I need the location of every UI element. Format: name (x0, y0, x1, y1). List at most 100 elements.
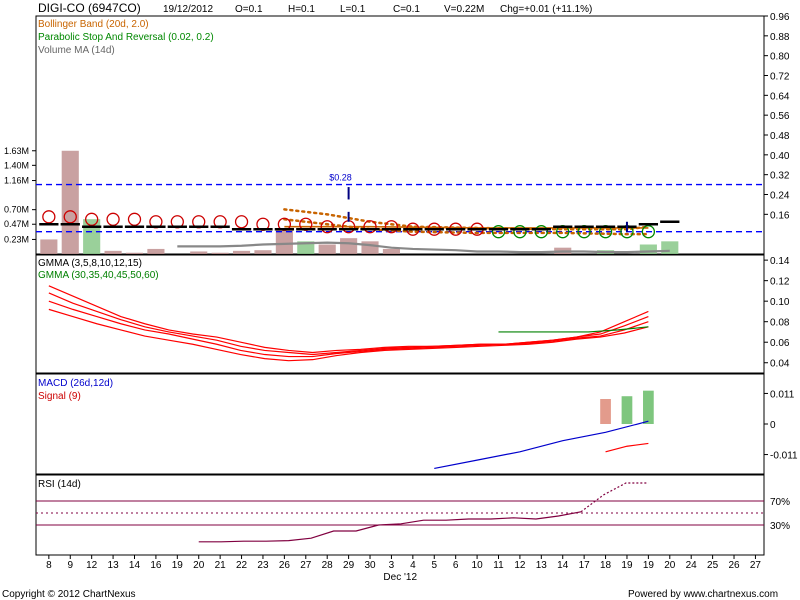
price-annotation: $0.28 (329, 173, 628, 232)
legend-signal: Signal (9) (38, 391, 81, 402)
volume-bar (382, 248, 400, 254)
x-tick-label: 19 (621, 560, 633, 571)
symbol-title: DIGI-CO (6947CO) (38, 1, 141, 15)
x-tick-label: 6 (453, 560, 459, 571)
x-tick-label: 13 (108, 560, 120, 571)
volume-bar (232, 250, 251, 254)
rsi-tick-label: 70% (770, 497, 790, 508)
header-high: H=0.1 (288, 4, 315, 15)
x-tick-label: 11 (493, 560, 504, 571)
volume-bar (83, 219, 101, 254)
legend-gmma-short: GMMA (3,5,8,10,12,15) (38, 258, 142, 269)
macd-histogram-bar (600, 399, 611, 424)
x-tick-label: 21 (215, 560, 227, 571)
macd-series (434, 390, 654, 470)
x-tick-label: 16 (150, 560, 162, 571)
x-tick-label: 9 (67, 560, 73, 571)
psar-marker (85, 212, 99, 226)
gmma-tick-label: 0.10 (770, 297, 790, 308)
gmma-tick-label: 0.08 (770, 318, 790, 329)
gmma-short-line (48, 292, 649, 356)
price-panel-frame (35, 15, 765, 255)
volume-bar (297, 241, 315, 254)
x-tick-label: 20 (664, 560, 676, 571)
volume-tick-label: 0.23M (4, 234, 29, 244)
volume-tick-label: 0.47M (4, 219, 29, 229)
x-axis: 8 9 12 13 14 16 19 20 21 22 23 26 27 28 29 30 3 4 5 6 10 11 12… (46, 555, 761, 583)
volume-bar (639, 244, 657, 254)
x-tick-label: 10 (472, 560, 484, 571)
volume-ma-line (177, 241, 670, 254)
psar-marker (320, 220, 334, 234)
legend-psar: Parabolic Stop And Reversal (0.02, 0.2) (38, 32, 214, 43)
x-tick-label: 27 (750, 560, 762, 571)
macd-panel-frame (35, 373, 765, 475)
price-tick-label: 0.32 (770, 171, 790, 182)
header-date: 19/12/2012 (163, 4, 213, 15)
price-tick-label: 0.56 (770, 111, 790, 122)
legend-bollinger: Bollinger Band (20d, 2.0) (38, 19, 149, 30)
legend-macd: MACD (26d,12d) (38, 378, 113, 389)
volume-tick-label: 1.16M (4, 176, 29, 186)
volume-bar (361, 241, 379, 254)
psar-marker (363, 220, 377, 234)
psar-marker (384, 220, 399, 234)
x-tick-label: 4 (410, 560, 416, 571)
gmma-tick-label: 0.14 (770, 256, 790, 267)
volume-tick-label: 1.40M (4, 160, 29, 170)
volume-bar (340, 238, 358, 254)
rsi-axis-ticks: 70% 30% (770, 497, 790, 532)
volume-bar (125, 252, 144, 254)
header-low: L=0.1 (340, 4, 366, 15)
x-tick-label: 3 (389, 560, 395, 571)
gmma-short-line (48, 308, 649, 362)
x-tick-label: 19 (172, 560, 184, 571)
psar-marker (513, 225, 527, 239)
header-change: Chg=+0.01 (+11.1%) (500, 4, 592, 15)
x-tick-label: 14 (129, 560, 141, 571)
price-dashes (39, 220, 680, 231)
price-tick-label: 0.16 (770, 210, 790, 221)
price-tick-label: 0.88 (770, 32, 790, 43)
rsi-series (36, 482, 764, 543)
x-tick-label: 19 (643, 560, 655, 571)
x-tick-label: 20 (193, 560, 205, 571)
x-tick-label: 24 (686, 560, 698, 571)
price-axis-ticks: 0.96 0.88 0.80 0.72 0.64 0.56 0.48 0.40 0.32 0.24… (764, 12, 790, 221)
volume-axis-ticks: 1.63M 1.40M 1.16M 0.70M 0.47M 0.23M (4, 146, 36, 244)
x-tick-label: 23 (257, 560, 269, 571)
gmma-axis-ticks: 0.14 0.12 0.10 0.08 0.06 0.04 (764, 256, 790, 370)
gmma-tick-label: 0.04 (770, 359, 790, 370)
price-tick-label: 0.96 (770, 12, 790, 23)
gmma-tick-label: 0.06 (770, 338, 790, 349)
macd-histogram-bar (621, 396, 633, 424)
volume-bar (275, 228, 293, 254)
volume-bar (211, 252, 229, 254)
volume-bar (254, 250, 272, 254)
footer-copyright: Copyright © 2012 ChartNexus (2, 589, 136, 600)
x-tick-label: 12 (514, 560, 526, 571)
annotation-label: $0.28 (329, 173, 352, 183)
psar-marker (106, 212, 120, 226)
x-tick-label: 29 (343, 560, 355, 571)
macd-line (434, 420, 649, 470)
x-tick-label: 13 (536, 560, 548, 571)
header-open: O=0.1 (235, 4, 263, 15)
x-tick-label: 25 (707, 560, 719, 571)
signal-line (605, 442, 649, 453)
price-tick-label: 0.80 (770, 52, 790, 63)
x-tick-label: 26 (728, 560, 740, 571)
rsi-panel-frame (35, 474, 765, 556)
psar-marker (63, 210, 77, 224)
volume-ma-polyline (177, 241, 670, 254)
volume-tick-label: 1.63M (4, 146, 29, 156)
x-tick-label: 12 (86, 560, 98, 571)
volume-bar (61, 150, 79, 254)
header-close: C=0.1 (393, 4, 420, 15)
price-tick-label: 0.24 (770, 191, 790, 202)
price-tick-label: 0.64 (770, 91, 790, 102)
x-tick-label: 14 (557, 560, 569, 571)
x-tick-label: 22 (236, 560, 248, 571)
macd-axis-ticks: 0.011 0 -0.011 (764, 389, 798, 462)
x-tick-label: 5 (431, 560, 437, 571)
